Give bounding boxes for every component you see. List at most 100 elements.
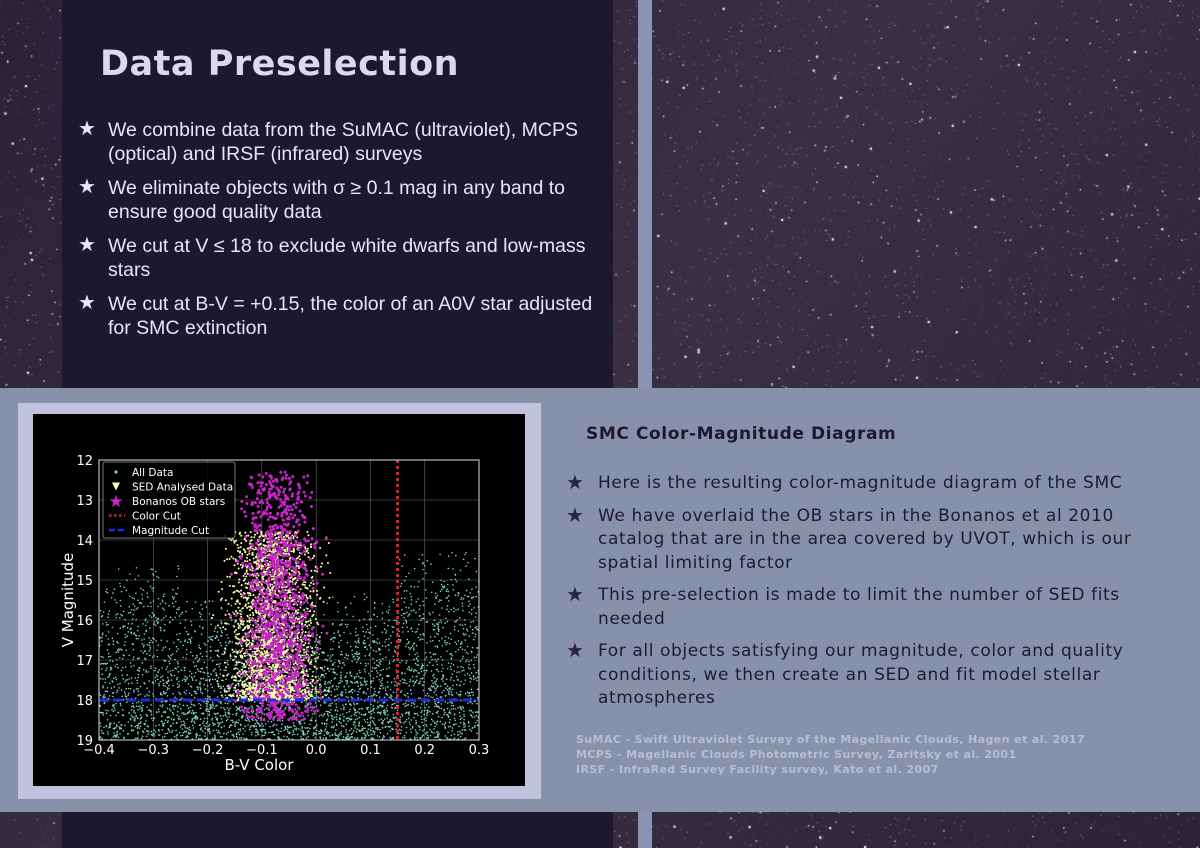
scatter-point-all-data: [327, 696, 330, 699]
scatter-point-all-data: [447, 715, 450, 717]
scatter-point-all-data: [195, 665, 198, 667]
scatter-point-all-data: [137, 731, 139, 734]
scatter-point-sed: [220, 694, 223, 697]
scatter-point-all-data: [217, 649, 219, 651]
scatter-point-all-data: [292, 729, 295, 732]
scatter-point-all-data: [258, 711, 261, 714]
scatter-point-all-data: [430, 723, 432, 726]
scatter-point-all-data: [281, 723, 283, 725]
scatter-point-all-data: [301, 732, 304, 735]
scatter-point-all-data: [256, 642, 258, 644]
scatter-point-all-data: [252, 719, 254, 722]
scatter-point-sed: [248, 626, 251, 629]
scatter-point-all-data: [170, 679, 173, 681]
scatter-point-all-data: [440, 579, 442, 582]
scatter-point-all-data: [360, 683, 363, 685]
scatter-point-all-data: [119, 617, 121, 619]
scatter-point-all-data: [111, 708, 113, 711]
scatter-point-all-data: [290, 653, 292, 656]
scatter-point-all-data: [123, 737, 125, 739]
scatter-point-all-data: [134, 677, 137, 679]
scatter-point-all-data: [164, 623, 166, 626]
scatter-point-all-data: [404, 694, 407, 697]
scatter-point-all-data: [129, 628, 132, 631]
scatter-point-all-data: [433, 728, 435, 730]
scatter-point-all-data: [461, 624, 464, 627]
scatter-point-all-data: [233, 735, 235, 738]
scatter-point-all-data: [177, 663, 179, 665]
scatter-point-all-data: [392, 691, 395, 693]
scatter-point-all-data: [218, 723, 220, 726]
scatter-point-all-data: [389, 635, 392, 637]
scatter-point-all-data: [459, 693, 462, 696]
scatter-point-all-data: [423, 674, 425, 676]
scatter-point-all-data: [450, 652, 453, 655]
scatter-point-all-data: [326, 713, 329, 716]
scatter-point-all-data: [401, 626, 404, 629]
scatter-point-all-data: [248, 711, 251, 714]
scatter-point-all-data: [451, 551, 453, 554]
scatter-point-all-data: [204, 732, 207, 734]
scatter-point-all-data: [205, 666, 208, 669]
scatter-point-all-data: [130, 608, 133, 611]
scatter-point-all-data: [171, 711, 174, 714]
scatter-point-all-data: [146, 652, 148, 655]
scatter-point-all-data: [309, 690, 312, 693]
scatter-point-all-data: [114, 709, 116, 712]
scatter-point-sed: [288, 596, 291, 599]
scatter-point-all-data: [362, 691, 365, 693]
scatter-point-all-data: [194, 630, 196, 633]
scatter-point-all-data: [180, 613, 182, 616]
scatter-point-all-data: [434, 636, 436, 638]
scatter-point-all-data: [161, 722, 164, 725]
scatter-point-all-data: [233, 689, 235, 691]
scatter-point-sed: [254, 589, 257, 592]
scatter-point-all-data: [288, 737, 290, 740]
scatter-point-all-data: [382, 735, 385, 737]
scatter-point-all-data: [444, 622, 447, 624]
scatter-point-all-data: [226, 634, 228, 636]
scatter-point-all-data: [362, 641, 365, 643]
scatter-point-all-data: [330, 709, 332, 711]
scatter-point-all-data: [297, 675, 300, 677]
scatter-point-all-data: [138, 657, 140, 659]
scatter-point-all-data: [473, 700, 476, 703]
scatter-point-all-data: [328, 680, 330, 683]
scatter-point-all-data: [283, 729, 285, 731]
scatter-point-all-data: [208, 696, 211, 698]
scatter-point-all-data: [409, 689, 412, 691]
scatter-point-sed: [305, 594, 308, 597]
scatter-point-all-data: [201, 730, 204, 732]
scatter-point-all-data: [285, 674, 287, 677]
scatter-point-all-data: [375, 694, 378, 697]
scatter-point-all-data: [333, 716, 336, 719]
slide-title: Data Preselection: [100, 44, 460, 84]
scatter-point-all-data: [151, 734, 154, 737]
scatter-point-all-data: [401, 608, 403, 611]
scatter-point-all-data: [367, 724, 370, 727]
scatter-point-all-data: [377, 664, 379, 667]
scatter-point-all-data: [420, 718, 423, 721]
scatter-point-all-data: [345, 703, 347, 706]
scatter-point-all-data: [387, 714, 389, 716]
scatter-point-all-data: [179, 632, 181, 635]
scatter-point-all-data: [461, 657, 464, 660]
scatter-point-all-data: [335, 716, 338, 718]
scatter-point-all-data: [377, 727, 379, 729]
scatter-point-all-data: [450, 638, 453, 641]
scatter-point-all-data: [191, 717, 194, 720]
scatter-point-sed: [292, 537, 295, 540]
scatter-point-all-data: [106, 690, 109, 693]
scatter-point-all-data: [399, 585, 402, 587]
scatter-point-all-data: [302, 737, 304, 740]
scatter-point-all-data: [389, 688, 392, 691]
scatter-point-all-data: [171, 602, 174, 605]
scatter-point-sed: [233, 564, 236, 567]
scatter-point-all-data: [190, 701, 192, 703]
scatter-point-all-data: [400, 690, 403, 692]
scatter-point-all-data: [182, 656, 184, 659]
scatter-point-all-data: [237, 722, 240, 724]
scatter-point-all-data: [379, 663, 382, 665]
scatter-point-sed: [324, 689, 327, 692]
scatter-point-all-data: [405, 660, 408, 662]
